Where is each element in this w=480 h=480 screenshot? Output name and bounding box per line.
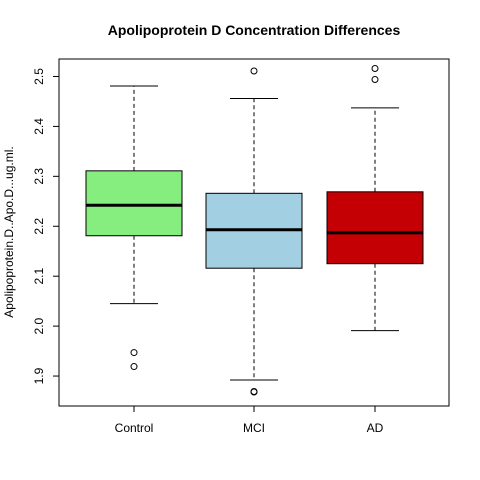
ad-box (326, 191, 424, 265)
x-tick-label-ad: AD (367, 421, 384, 435)
chart-title: Apolipoprotein D Concentration Differenc… (108, 22, 401, 38)
y-tick-label-2: 2.1 (32, 268, 46, 285)
ad-outlier-0 (371, 64, 379, 72)
control-box (85, 170, 183, 237)
y-tick-label-5: 2.4 (32, 118, 46, 135)
y-tick-label-1: 2.0 (32, 317, 46, 334)
mci-outlier-2 (250, 388, 258, 396)
y-tick-label-6: 2.5 (32, 68, 46, 85)
mci-outlier-0 (250, 67, 258, 75)
x-tick-label-control: Control (115, 421, 154, 435)
control-outlier-0 (130, 349, 138, 357)
y-tick-label-4: 2.3 (32, 168, 46, 185)
ad-outlier-1 (371, 75, 379, 83)
y-tick-label-0: 1.9 (32, 367, 46, 384)
x-tick-label-mci: MCI (243, 421, 265, 435)
plot-area: 1.9 2.0 2.1 2.2 2.3 2.4 2.5 Control MCI AD (32, 58, 450, 435)
control-outlier-1 (130, 363, 138, 371)
y-tick-label-3: 2.2 (32, 218, 46, 235)
y-axis-label: Apolipoprotein.D..Apo.D...ug.ml. (2, 146, 16, 317)
